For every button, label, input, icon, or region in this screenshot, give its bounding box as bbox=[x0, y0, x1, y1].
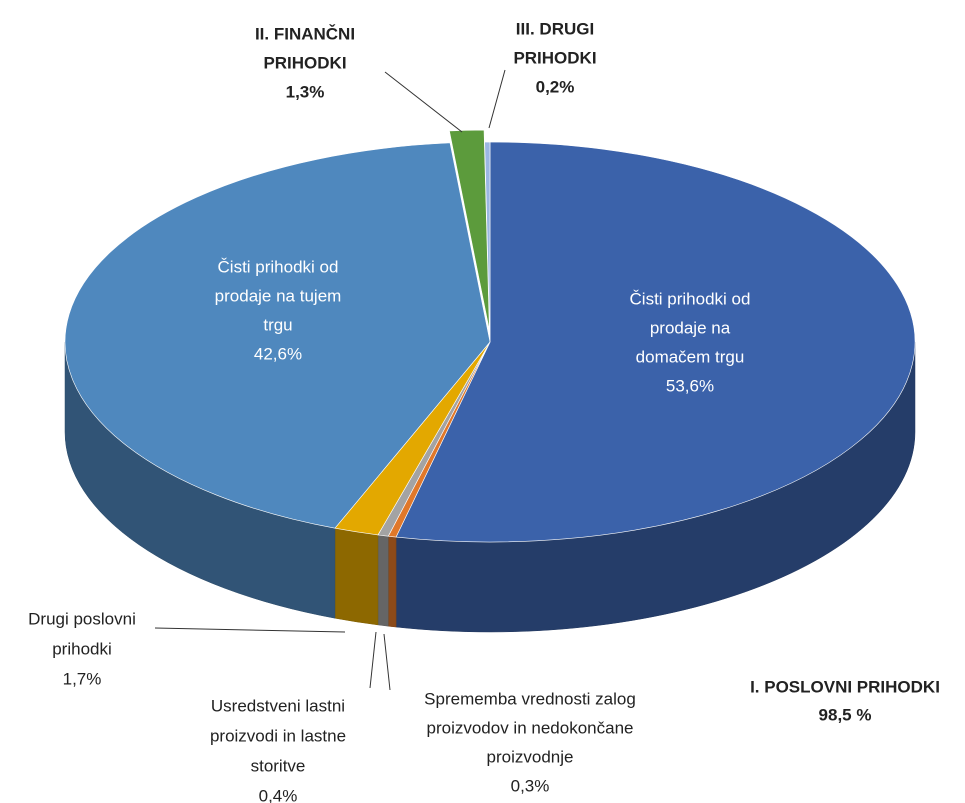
leader-line bbox=[384, 71, 463, 133]
slice-label: III. DRUGI bbox=[516, 19, 594, 38]
slice-label: Usredstveni lastni bbox=[211, 696, 345, 715]
slice-side bbox=[388, 535, 397, 628]
slice-label: PRIHODKI bbox=[513, 48, 596, 67]
annotation: I. POSLOVNI PRIHODKI bbox=[750, 677, 940, 696]
slice-label: trgu bbox=[263, 315, 292, 334]
value-label: 1,7% bbox=[63, 669, 102, 688]
slice bbox=[484, 141, 491, 343]
leader-line bbox=[154, 627, 346, 633]
slice-label: domačem trgu bbox=[636, 347, 745, 366]
annotation: 98,5 % bbox=[819, 705, 872, 724]
leader-line bbox=[369, 631, 377, 689]
slice-label: prodaje na bbox=[650, 318, 731, 337]
slice-label: proizvodov in nedokončane bbox=[427, 718, 634, 737]
value-label: 1,3% bbox=[286, 82, 325, 101]
slice bbox=[449, 129, 490, 331]
value-label: 0,3% bbox=[511, 776, 550, 795]
slice-label: Čisti prihodki od bbox=[630, 289, 751, 308]
slice-label: storitve bbox=[251, 756, 306, 775]
value-label: 0,4% bbox=[259, 786, 298, 803]
value-label: 42,6% bbox=[254, 344, 302, 363]
value-label: 53,6% bbox=[666, 376, 714, 395]
slice-label: proizvodi in lastne bbox=[210, 726, 346, 745]
leader-line bbox=[488, 69, 506, 129]
slice-label: Čisti prihodki od bbox=[218, 257, 339, 276]
slice-label: prihodki bbox=[52, 639, 112, 658]
slice-side bbox=[377, 534, 389, 627]
slice bbox=[395, 141, 916, 543]
slice-label: Sprememba vrednosti zalog bbox=[424, 689, 636, 708]
value-label: 0,2% bbox=[536, 77, 575, 96]
leader-line bbox=[383, 633, 391, 691]
slice-label: II. FINANČNI bbox=[255, 24, 355, 43]
slice-label: PRIHODKI bbox=[263, 53, 346, 72]
slice bbox=[64, 142, 491, 529]
slice-label: Drugi poslovni bbox=[28, 609, 136, 628]
slice-label: prodaje na tujem bbox=[215, 286, 342, 305]
slice-label: proizvodnje bbox=[487, 747, 574, 766]
slice-side bbox=[334, 527, 379, 626]
